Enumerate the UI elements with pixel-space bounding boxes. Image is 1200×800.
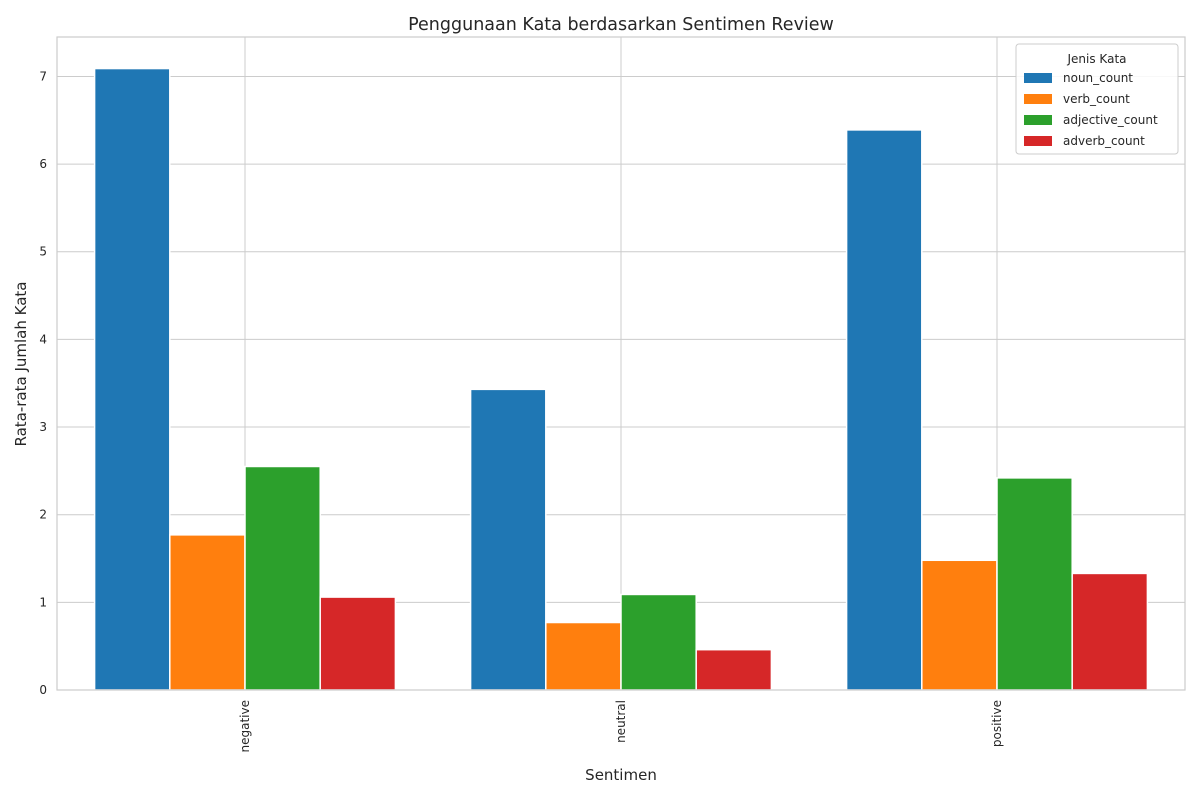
x-axis-title: Sentimen [585, 766, 657, 784]
y-axis-title: Rata-rata Jumlah Kata [12, 282, 30, 447]
bar-noun_count-neutral [469, 388, 547, 691]
y-tick-label: 6 [39, 157, 47, 171]
legend-items: noun_count verb_count adjective_countadver… [1024, 71, 1158, 148]
plot-frame [56, 36, 1186, 691]
x-tick-label-neutral: neutral [614, 700, 628, 743]
bar-adjective_count-positive [996, 477, 1073, 691]
y-tick-labels: 0 1 2 3 4 5 6 7 [39, 69, 47, 697]
bar-adverb_count-neutral [695, 648, 773, 691]
bar-verb_count-neutral [545, 621, 622, 691]
legend-swatch-adjective_count [1024, 115, 1052, 125]
bar-verb_count-positive [921, 559, 998, 691]
y-tick-label: 4 [39, 332, 47, 346]
legend-title: Jenis Kata [1067, 52, 1127, 66]
chart-title: Penggunaan Kata berdasarkan Sentimen Rev… [408, 15, 834, 35]
y-tick-label: 0 [39, 683, 47, 697]
y-tick-label: 1 [39, 595, 47, 609]
legend-label-adverb_count: adverb_count [1063, 134, 1145, 148]
legend-swatch-verb_count [1024, 94, 1052, 104]
legend-box [1015, 43, 1179, 155]
legend-label-noun_count: noun_count [1063, 71, 1133, 85]
x-tick-label-negative: negative [238, 700, 252, 752]
legend-label-adjective_count: adjective_count [1063, 113, 1158, 127]
x-tick-labels: negative neutral positive [238, 700, 1004, 752]
bar-adverb_count-negative [319, 596, 397, 691]
y-tick-label: 2 [39, 508, 47, 522]
legend-label-verb_count: verb_count [1063, 92, 1130, 106]
y-tick-label: 3 [39, 420, 47, 434]
bar-adverb_count-positive [1071, 572, 1149, 691]
bar-verb_count-negative [169, 534, 246, 691]
bar-adjective_count-negative [244, 465, 321, 691]
x-tick-label-positive: positive [990, 700, 1004, 747]
legend-swatch-adverb_count [1024, 136, 1052, 146]
legend-swatch-noun_count [1024, 73, 1052, 83]
bar-noun_count-positive [845, 129, 923, 691]
y-tick-label: 7 [39, 69, 47, 83]
bar-adjective_count-neutral [620, 593, 697, 691]
bar-noun_count-negative [93, 67, 171, 691]
legend: Jenis Kata noun_count verb_count adjective… [1015, 43, 1179, 155]
bars-layer [93, 67, 1149, 691]
y-tick-label: 5 [39, 245, 47, 259]
